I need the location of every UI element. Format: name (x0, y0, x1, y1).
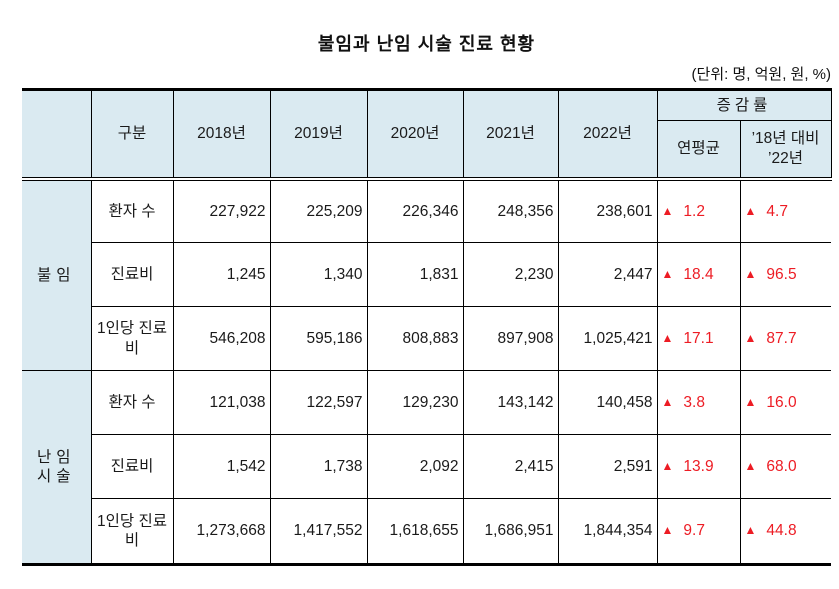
col-header-annual-average: 연평균 (656, 120, 741, 181)
up-triangle-icon: ▲ (744, 203, 757, 218)
col-header-gubun: 구분 (90, 88, 174, 181)
change-value: 1.2 (683, 202, 705, 220)
value-cell: 1,273,668 (172, 498, 271, 566)
value-cell: 546,208 (172, 306, 271, 371)
value-cell: 122,597 (269, 370, 368, 435)
page-title: 불임과 난임 시술 진료 현황 (317, 34, 536, 54)
col-header-year-2018: 2018년 (172, 88, 271, 181)
unit-note: (단위: 명, 억원, 원, %) (691, 66, 831, 83)
value-cell: 2,230 (462, 242, 559, 307)
change-value: 17.1 (683, 329, 714, 347)
change-value: 68.0 (766, 457, 797, 475)
up-triangle-icon: ▲ (661, 203, 674, 218)
value-cell: 897,908 (462, 306, 559, 371)
change-vs-cell: ▲ 87.7 (739, 306, 831, 371)
value-cell: 1,340 (269, 242, 368, 307)
value-cell: 143,142 (462, 370, 559, 435)
value-cell: 248,356 (462, 178, 559, 243)
col-header-year-2021: 2021년 (462, 88, 559, 181)
col-header-vs-2018: ’18년 대비 ’22년 (739, 120, 832, 181)
change-avg-cell: ▲ 3.8 (656, 370, 741, 435)
row-label: 환자 수 (90, 370, 174, 435)
value-cell: 1,618,655 (366, 498, 464, 566)
row-label: 진료비 (90, 434, 174, 499)
value-cell: 1,686,951 (462, 498, 559, 566)
up-triangle-icon: ▲ (661, 458, 674, 473)
change-avg-cell: ▲ 1.2 (656, 178, 741, 243)
change-vs-cell: ▲ 96.5 (739, 242, 831, 307)
up-triangle-icon: ▲ (744, 523, 757, 538)
value-cell: 121,038 (172, 370, 271, 435)
value-cell: 1,738 (269, 434, 368, 499)
value-cell: 1,245 (172, 242, 271, 307)
value-cell: 238,601 (557, 178, 658, 243)
up-triangle-icon: ▲ (744, 394, 757, 409)
value-cell: 2,447 (557, 242, 658, 307)
change-avg-cell: ▲ 9.7 (656, 498, 741, 566)
value-cell: 129,230 (366, 370, 464, 435)
value-cell: 1,844,354 (557, 498, 658, 566)
col-header-change-group: 증감률 (656, 88, 832, 121)
change-value: 18.4 (683, 265, 714, 283)
change-value: 13.9 (683, 457, 714, 475)
value-cell: 2,415 (462, 434, 559, 499)
up-triangle-icon: ▲ (661, 394, 674, 409)
col-header-year-2022: 2022년 (557, 88, 658, 181)
row-label: 1인당 진료비 (90, 498, 174, 566)
change-avg-cell: ▲ 17.1 (656, 306, 741, 371)
change-vs-cell: ▲ 44.8 (739, 498, 831, 566)
value-cell: 140,458 (557, 370, 658, 435)
change-value: 96.5 (766, 265, 797, 283)
change-value: 44.8 (766, 522, 797, 540)
change-value: 4.7 (766, 202, 788, 220)
col-header-year-2020: 2020년 (366, 88, 464, 181)
up-triangle-icon: ▲ (661, 330, 674, 345)
up-triangle-icon: ▲ (661, 266, 674, 281)
row-label: 환자 수 (90, 178, 174, 243)
row-label: 진료비 (90, 242, 174, 307)
value-cell: 2,092 (366, 434, 464, 499)
change-value: 3.8 (683, 393, 705, 411)
change-avg-cell: ▲ 13.9 (656, 434, 741, 499)
up-triangle-icon: ▲ (744, 458, 757, 473)
value-cell: 1,025,421 (557, 306, 658, 371)
up-triangle-icon: ▲ (744, 330, 757, 345)
change-vs-cell: ▲ 4.7 (739, 178, 831, 243)
group-label-infertility: 불임 (22, 178, 92, 371)
row-label: 1인당 진료비 (90, 306, 174, 371)
change-vs-cell: ▲ 16.0 (739, 370, 831, 435)
change-vs-cell: ▲ 68.0 (739, 434, 831, 499)
change-avg-cell: ▲ 18.4 (656, 242, 741, 307)
value-cell: 1,417,552 (269, 498, 368, 566)
value-cell: 226,346 (366, 178, 464, 243)
change-value: 87.7 (766, 329, 797, 347)
value-cell: 1,542 (172, 434, 271, 499)
group-label-subfertility-procedure: 난임 시술 (22, 370, 92, 566)
value-cell: 2,591 (557, 434, 658, 499)
corner-blank-cell (22, 88, 92, 181)
value-cell: 1,831 (366, 242, 464, 307)
col-header-year-2019: 2019년 (269, 88, 368, 181)
data-table: 구분 2018년 2019년 2020년 2021년 2022년 증감률 연평균… (22, 88, 832, 566)
up-triangle-icon: ▲ (744, 266, 757, 281)
value-cell: 225,209 (269, 178, 368, 243)
value-cell: 227,922 (172, 178, 271, 243)
change-value: 9.7 (683, 522, 705, 540)
change-value: 16.0 (766, 393, 797, 411)
value-cell: 808,883 (366, 306, 464, 371)
value-cell: 595,186 (269, 306, 368, 371)
up-triangle-icon: ▲ (661, 523, 674, 538)
